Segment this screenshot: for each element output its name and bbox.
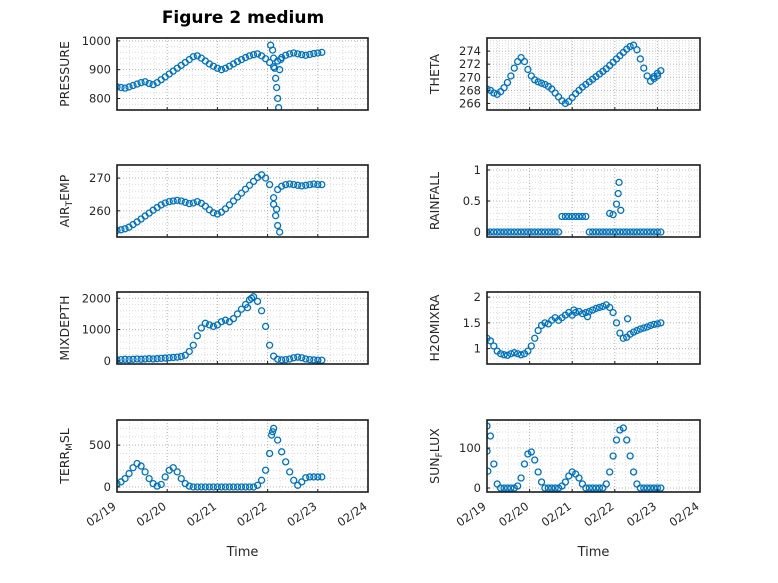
y-tick-label: 900: [89, 63, 111, 77]
subplot-svg: 0 0.5 1 RAINFALL: [427, 163, 701, 239]
data-markers: [117, 293, 326, 364]
y-tick-label: 260: [89, 204, 111, 218]
data-markers: [487, 41, 665, 108]
x-tick-label: 02/22: [581, 499, 616, 529]
subplot-airtemp: 260 270 AIRTEMP: [55, 157, 374, 251]
subplot-svg: 0 1000 2000 MIXDEPTH: [57, 291, 369, 368]
data-markers: [487, 178, 665, 236]
subplot-terrmsl: 0 500 TERRMSL 02/19 02/20 02/21 02/22 02/23 02/2…: [55, 412, 374, 574]
subplot-theta: 266 268 270 272 274 THETA: [425, 30, 706, 124]
x-tick-label: 02/20: [496, 499, 531, 529]
data-markers: [487, 301, 665, 359]
y-tick-label: 2000: [82, 291, 111, 305]
x-axis-label: Time: [226, 545, 259, 560]
y-tick-label: 274: [459, 44, 481, 58]
x-tick-label: 02/21: [184, 499, 219, 529]
y-axis-label: TERRMSL: [57, 428, 75, 485]
y-tick-label: 0: [104, 354, 111, 368]
y-axis-label: RAINFALL: [427, 172, 442, 230]
y-tick-label: 266: [459, 96, 481, 110]
y-tick-label: 1000: [82, 34, 111, 48]
y-tick-label: 270: [459, 70, 481, 84]
y-tick-label: 1: [474, 342, 481, 356]
axes-box: [116, 419, 369, 493]
y-tick-label: 0.5: [463, 194, 481, 208]
x-tick-label: 02/21: [539, 499, 574, 529]
subplot-svg: 800 900 1000 PRESSURE: [57, 34, 369, 111]
x-tick-label: 02/20: [134, 499, 169, 529]
y-tick-label: 800: [89, 91, 111, 105]
x-tick-label: 02/19: [454, 499, 489, 529]
subplot-mixdepth: 0 1000 2000 MIXDEPTH: [55, 284, 374, 378]
y-tick-label: 0: [104, 480, 111, 494]
y-axis-label: MIXDEPTH: [57, 295, 72, 360]
x-tick-label: 02/23: [624, 499, 659, 529]
x-tick-label: 02/24: [667, 499, 702, 529]
x-tick-label: 02/19: [84, 499, 119, 529]
subplot-svg: 260 270 AIRTEMP: [57, 164, 369, 238]
y-tick-label: 500: [89, 438, 111, 452]
data-markers: [487, 422, 665, 492]
axes-box: [116, 37, 369, 111]
y-tick-label: 1.5: [463, 316, 481, 330]
y-tick-label: 100: [459, 441, 481, 455]
y-axis-label: PRESSURE: [57, 41, 72, 107]
figure-title: Figure 2 medium: [161, 8, 325, 28]
y-tick-label: 0: [474, 481, 481, 495]
x-axis-label: Time: [577, 545, 610, 560]
y-tick-label: 2: [474, 290, 481, 304]
y-axis-label: H2OMIXRA: [427, 294, 442, 361]
subplot-sunflux: 0 100 SUNFLUX 02/19 02/20 02/21 02/22 02/23 02/2…: [425, 412, 706, 574]
x-tick-label: 02/23: [284, 499, 319, 529]
x-tick-label: 02/24: [335, 499, 370, 529]
data-markers: [117, 41, 326, 110]
axes-box: [486, 419, 701, 493]
y-tick-label: 1000: [82, 323, 111, 337]
y-axis-label: THETA: [427, 53, 442, 95]
subplot-h2omixra: 1 1.5 2 H2OMIXRA: [425, 284, 706, 378]
data-markers: [117, 171, 326, 236]
y-tick-label: 272: [459, 57, 481, 71]
subplot-svg: 0 100 SUNFLUX 02/19 02/20 02/21 02/22 02/23 02/2…: [427, 419, 702, 560]
y-tick-label: 270: [89, 171, 111, 185]
axes-box: [116, 291, 369, 365]
x-tick-label: 02/22: [234, 499, 269, 529]
subplot-svg: 1 1.5 2 H2OMIXRA: [427, 290, 701, 365]
subplot-rainfall: 0 0.5 1 RAINFALL: [425, 157, 706, 251]
subplot-pressure: 800 900 1000 PRESSURE: [55, 30, 374, 124]
data-markers: [117, 424, 326, 491]
y-tick-label: 0: [474, 225, 481, 239]
y-axis-label: AIRTEMP: [57, 174, 75, 227]
axes-box: [486, 37, 701, 111]
y-axis-label: SUNFLUX: [427, 428, 445, 484]
axes-box: [116, 164, 369, 238]
y-tick-label: 1: [474, 163, 481, 177]
y-tick-label: 268: [459, 83, 481, 97]
axes-box: [486, 291, 701, 365]
subplot-svg: 0 500 TERRMSL 02/19 02/20 02/21 02/22 02/23 02/2…: [57, 419, 370, 560]
